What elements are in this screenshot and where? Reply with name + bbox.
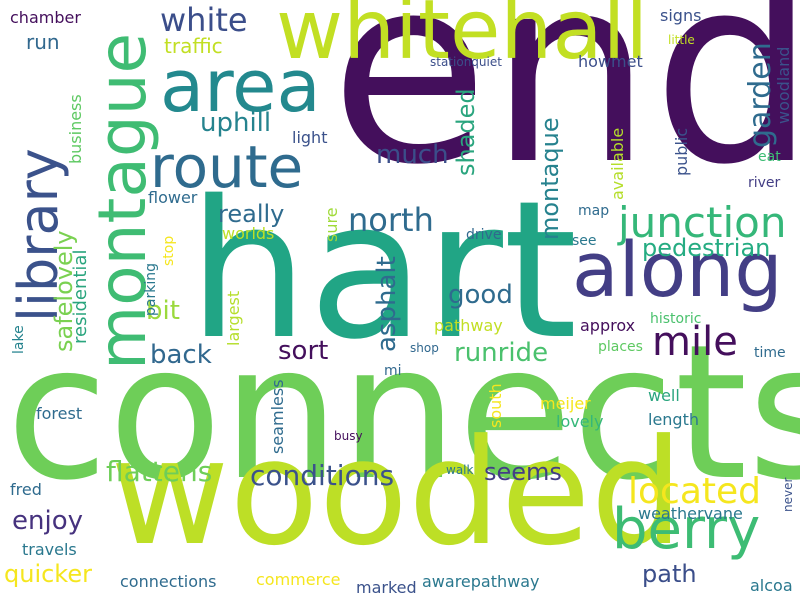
word-little: little: [668, 33, 695, 47]
word-stop: stop: [161, 235, 177, 266]
word-length: length: [648, 410, 699, 429]
word-pedestrian: pedestrian: [642, 234, 771, 262]
word-runride: runride: [454, 338, 549, 368]
word-river: river: [748, 175, 781, 191]
word-howmet: howmet: [578, 52, 643, 71]
word-available: available: [608, 127, 627, 200]
word-shop: shop: [410, 341, 439, 355]
word-montaque: montaque: [536, 117, 564, 240]
word-weathervane: weathervane: [638, 504, 743, 523]
word-whitehall: whitehall: [276, 0, 649, 78]
word-places: places: [598, 339, 643, 355]
word-mi: mi: [384, 363, 402, 379]
word-fred: fred: [10, 480, 42, 499]
word-chamber: chamber: [10, 8, 81, 27]
word-connects: connects: [6, 304, 800, 521]
word-commerce: commerce: [256, 570, 341, 589]
word-connections: connections: [120, 572, 217, 591]
word-parking: parking: [143, 263, 159, 316]
word-sort: sort: [278, 336, 329, 366]
word-bit: bit: [146, 296, 180, 326]
word-south: south: [486, 383, 505, 428]
word-residential: residential: [70, 249, 91, 344]
word-flower: flower: [148, 188, 198, 207]
word-junction: junction: [618, 198, 787, 247]
word-really: really: [218, 200, 285, 228]
word-wooded: wooded: [110, 408, 684, 578]
word-route: route: [150, 133, 304, 201]
word-path: path: [642, 560, 697, 588]
word-uphill: uphill: [200, 108, 272, 138]
word-area: area: [160, 44, 321, 128]
word-traffic: traffic: [164, 34, 223, 58]
word-pathway: pathway: [434, 316, 503, 335]
word-meijer: meijer: [540, 394, 591, 413]
word-sure: sure: [322, 207, 341, 242]
word-quicker: quicker: [4, 560, 92, 588]
word-eat: eat: [758, 149, 781, 165]
word-seamless: seamless: [268, 379, 287, 454]
word-see: see: [572, 233, 597, 249]
word-well: well: [648, 386, 680, 405]
word-busy: busy: [334, 429, 363, 443]
word-never: never: [781, 477, 795, 512]
word-light: light: [292, 128, 328, 147]
word-drive: drive: [466, 227, 502, 243]
word-signs: signs: [660, 6, 702, 25]
word-white: white: [160, 1, 248, 39]
word-end: end: [330, 0, 800, 221]
word-flattens: flattens: [106, 455, 213, 488]
word-garden: garden: [743, 42, 778, 148]
word-mile: mile: [652, 319, 738, 365]
word-good: good: [448, 280, 513, 310]
word-forest: forest: [36, 404, 83, 423]
word-berry: berry: [612, 497, 761, 562]
word-marked: marked: [356, 578, 417, 597]
word-asphalt: asphalt: [372, 256, 402, 352]
word-lake: lake: [11, 325, 27, 354]
word-run: run: [26, 30, 60, 54]
word-north: north: [348, 201, 434, 239]
word-awarepathway: awarepathway: [422, 572, 540, 591]
word-woodland: woodland: [774, 46, 793, 124]
word-conditions: conditions: [250, 459, 395, 492]
word-public: public: [672, 127, 691, 176]
word-approx: approx: [580, 316, 636, 335]
word-walk: walk: [446, 463, 474, 477]
word-time: time: [754, 345, 786, 361]
word-much: much: [376, 140, 449, 170]
word-along: along: [572, 225, 783, 314]
word-lovely: lovely: [556, 412, 604, 431]
word-largest: largest: [224, 290, 243, 346]
word-located: located: [628, 471, 761, 512]
word-business: business: [66, 94, 85, 164]
word-shaded: shaded: [452, 88, 480, 176]
word-seems: seems: [484, 458, 562, 486]
word-alcoa: alcoa: [750, 576, 793, 595]
word-hart: hart: [188, 160, 578, 381]
word-worlds: worlds: [222, 224, 275, 243]
word-travels: travels: [22, 540, 77, 559]
word-map: map: [578, 203, 610, 219]
word-stationquiet: stationquiet: [430, 55, 502, 69]
word-historic: historic: [650, 311, 702, 327]
word-back: back: [150, 340, 212, 370]
word-enjoy: enjoy: [12, 506, 83, 536]
